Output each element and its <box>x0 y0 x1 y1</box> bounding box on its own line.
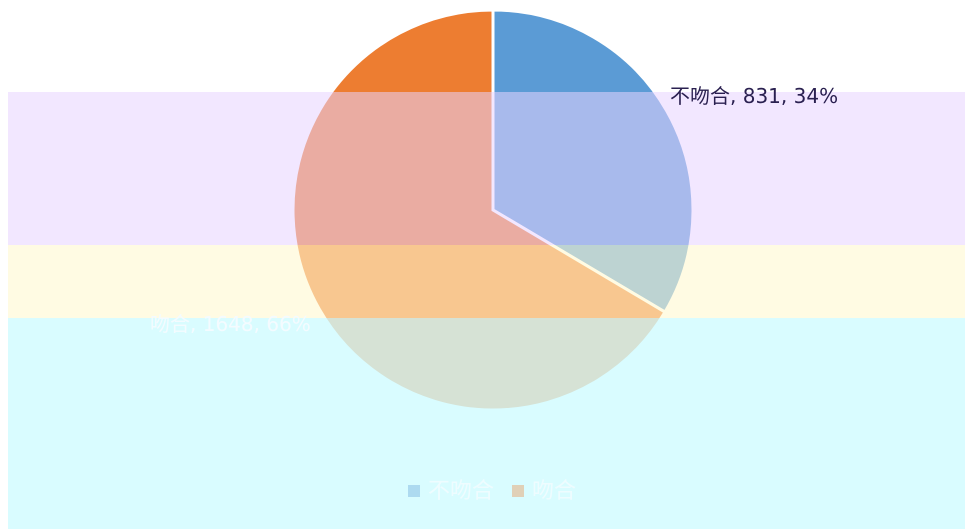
legend-label: 吻合 <box>532 479 576 504</box>
legend-label: 不吻合 <box>428 479 494 504</box>
label-percent: 34% <box>794 84 838 108</box>
overlay-band <box>8 318 965 529</box>
overlay-band <box>8 92 965 245</box>
data-label: 吻合, 1648, 66% <box>150 312 311 336</box>
label-value: 1648 <box>203 312 254 336</box>
labels: 不吻合, 831, 34% 吻合, 1648, 66% <box>150 84 838 336</box>
label-percent: 66% <box>266 312 310 336</box>
legend: 不吻合 吻合 <box>408 479 576 504</box>
label-category: 吻合 <box>150 312 190 336</box>
legend-swatch <box>408 485 420 497</box>
label-value: 831 <box>743 84 781 108</box>
data-label: 不吻合, 831, 34% <box>670 84 838 108</box>
legend-swatch <box>512 485 524 497</box>
overlay-band <box>8 245 965 318</box>
label-category: 不吻合 <box>670 84 730 108</box>
